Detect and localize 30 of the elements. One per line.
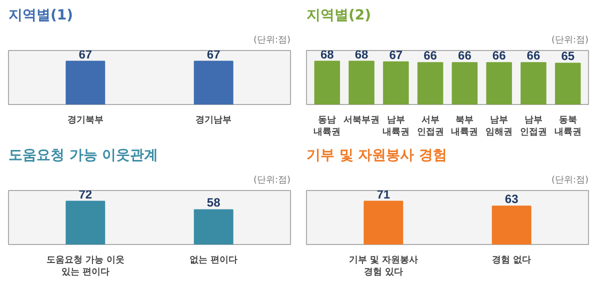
data-label: 66 <box>526 48 540 63</box>
x-tick-label: 경험 없다 <box>492 256 532 266</box>
x-tick-label: 없는 편이다 <box>190 256 238 266</box>
x-tick-label: 경기남부 <box>196 116 232 126</box>
x-tick-label: 기부 및 자원봉사 경험 있다 <box>348 256 418 278</box>
x-tick-label: 도움요청 가능 이웃 있는 편이다 <box>46 256 125 278</box>
chart-title: 도움요청 가능 이웃관계 <box>8 148 158 164</box>
text: (단위:점) <box>551 36 589 46</box>
data-label: 65 <box>561 49 575 64</box>
x-tick-label: 남부 인접권 <box>520 116 547 138</box>
data-label: 66 <box>424 48 438 63</box>
chart-title: 기부 및 자원봉사 경험 <box>306 148 448 164</box>
data-label: 66 <box>458 48 472 63</box>
text: (단위:점) <box>551 176 589 186</box>
data-label: 66 <box>492 48 506 63</box>
x-tick-label: 남부 임해권 <box>486 116 513 138</box>
data-label: 58 <box>206 196 221 210</box>
x-tick-label: 서부 인접권 <box>416 116 444 138</box>
data-label: 67 <box>389 48 403 62</box>
chart-title: 지역별(1) <box>8 8 74 24</box>
x-tick-label: 서북부권 <box>344 116 380 126</box>
text: (단위:점) <box>253 36 291 46</box>
text: (단위:점) <box>253 176 291 186</box>
chart-title: 지역별(2) <box>306 8 372 24</box>
x-tick-label: 동남 내륙권 <box>314 116 341 138</box>
data-label: 63 <box>504 192 519 206</box>
x-tick-label: 경기북부 <box>67 116 104 126</box>
x-tick-label: 남부 내륙권 <box>382 116 410 138</box>
x-tick-label: 북부 내륙권 <box>451 116 478 138</box>
x-tick-label: 동북 내륙권 <box>554 116 582 138</box>
